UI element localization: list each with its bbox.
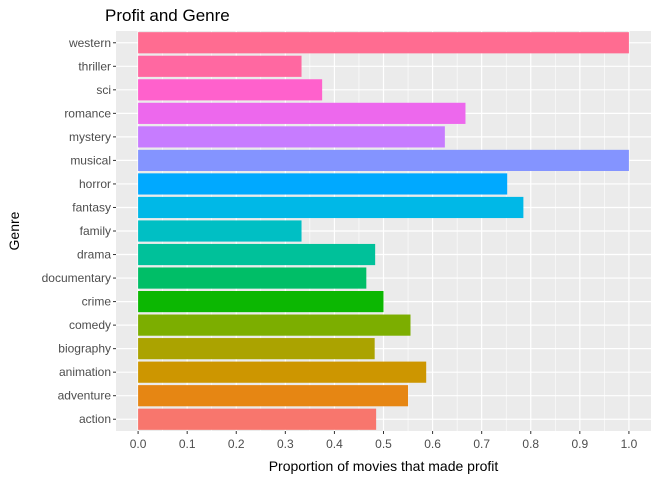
bar-fantasy xyxy=(138,196,524,219)
bar-horror xyxy=(138,173,508,195)
x-tick-label: 0.4 xyxy=(326,437,343,451)
y-tick-label: sci xyxy=(96,83,111,97)
y-tick-label: family xyxy=(80,224,111,238)
x-tick-label: 0.7 xyxy=(473,437,490,451)
y-axis-title: Genre xyxy=(6,211,22,250)
bar-musical xyxy=(138,149,629,171)
y-tick-label: western xyxy=(68,36,111,50)
x-tick-label: 0.2 xyxy=(228,437,245,451)
y-tick-label: horror xyxy=(79,177,111,191)
bar-animation xyxy=(138,361,427,383)
x-tick-label: 0.0 xyxy=(130,437,147,451)
x-tick-label: 0.3 xyxy=(277,437,294,451)
y-axis: action adventure animation biography comedy c… xyxy=(42,36,116,426)
bar-family xyxy=(138,220,302,242)
y-tick-label: crime xyxy=(82,295,112,309)
bar-crime xyxy=(138,291,384,313)
y-tick-label: action xyxy=(79,412,111,426)
y-tick-label: romance xyxy=(64,106,111,120)
y-tick-label: biography xyxy=(58,342,111,356)
x-tick-label: 0.1 xyxy=(179,437,196,451)
y-tick-label: thriller xyxy=(78,59,111,73)
bar-sci xyxy=(138,79,323,101)
bar-drama xyxy=(138,243,376,266)
y-tick-label: musical xyxy=(70,153,111,167)
bar-documentary xyxy=(138,267,367,289)
bar-comedy xyxy=(138,314,411,336)
bar-adventure xyxy=(138,385,409,407)
chart-title: Profit and Genre xyxy=(105,6,230,25)
bar-biography xyxy=(138,338,375,360)
x-tick-label: 0.8 xyxy=(522,437,539,451)
y-tick-label: documentary xyxy=(42,271,111,285)
bar-action xyxy=(138,408,377,430)
x-tick-label: 0.6 xyxy=(424,437,441,451)
bar-mystery xyxy=(138,126,445,148)
y-tick-label: drama xyxy=(77,248,111,262)
y-tick-label: comedy xyxy=(69,318,111,332)
bar-romance xyxy=(138,102,466,124)
x-tick-label: 0.5 xyxy=(375,437,392,451)
y-tick-label: fantasy xyxy=(72,200,111,214)
bar-western xyxy=(138,32,629,54)
x-tick-label: 0.9 xyxy=(571,437,588,451)
y-tick-label: adventure xyxy=(58,389,112,403)
bar-thriller xyxy=(138,55,302,77)
y-tick-label: mystery xyxy=(69,130,111,144)
y-tick-label: animation xyxy=(59,365,111,379)
x-axis: 0.0 0.1 0.2 0.3 0.4 0.5 0.6 0.7 0.8 0.9 1.0 xyxy=(130,431,638,451)
x-tick-label: 1.0 xyxy=(621,437,638,451)
bars xyxy=(138,32,629,430)
x-axis-title: Proportion of movies that made profit xyxy=(269,458,499,474)
